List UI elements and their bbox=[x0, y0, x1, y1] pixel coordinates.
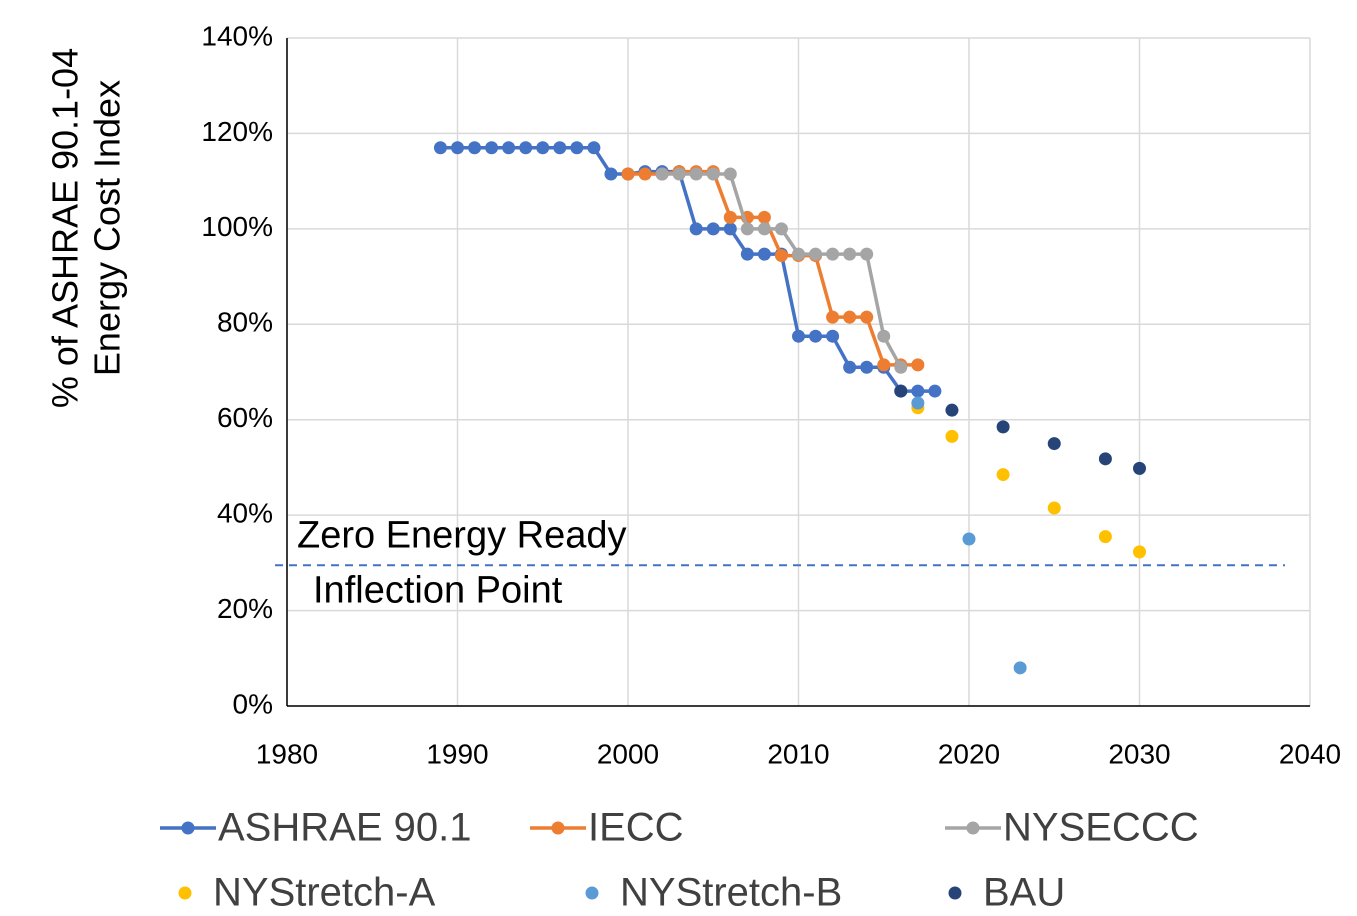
data-point bbox=[877, 329, 891, 343]
data-point bbox=[723, 167, 737, 181]
data-point bbox=[672, 167, 686, 181]
data-point bbox=[706, 167, 720, 181]
data-point bbox=[689, 222, 703, 236]
legend-label: IECC bbox=[588, 806, 684, 850]
data-point bbox=[860, 310, 874, 324]
legend-label: NYSECCC bbox=[1003, 806, 1199, 850]
y-tick-label: 80% bbox=[217, 307, 273, 338]
data-point bbox=[502, 141, 516, 155]
data-point bbox=[604, 167, 618, 181]
data-point bbox=[1133, 461, 1146, 475]
data-point bbox=[894, 360, 908, 374]
legend-marker bbox=[181, 821, 195, 835]
data-point bbox=[519, 141, 533, 155]
data-point bbox=[826, 310, 840, 324]
data-point bbox=[1133, 545, 1146, 559]
annotation: Inflection Point bbox=[313, 569, 563, 611]
data-point bbox=[792, 247, 805, 261]
legend-label: ASHRAE 90.1 bbox=[218, 806, 471, 850]
x-tick-label: 2030 bbox=[1108, 738, 1170, 769]
data-point bbox=[809, 247, 823, 261]
data-point bbox=[757, 222, 771, 236]
legend-marker bbox=[585, 886, 599, 900]
data-point bbox=[553, 141, 567, 155]
data-point bbox=[1013, 661, 1027, 675]
annotation: Zero Energy Ready bbox=[297, 514, 627, 556]
data-point bbox=[945, 429, 959, 443]
data-point bbox=[894, 384, 908, 398]
data-point bbox=[860, 247, 874, 261]
data-point bbox=[792, 329, 805, 343]
data-point bbox=[433, 141, 447, 155]
series-line bbox=[628, 169, 918, 367]
x-tick-label: 2020 bbox=[938, 738, 1000, 769]
data-point bbox=[723, 222, 737, 236]
data-point bbox=[740, 222, 754, 236]
y-axis-title: Energy Cost Index bbox=[87, 80, 128, 376]
data-point bbox=[843, 247, 857, 261]
data-point bbox=[757, 247, 771, 261]
data-point bbox=[723, 210, 737, 224]
x-tick-label: 1980 bbox=[256, 738, 318, 769]
series-line bbox=[662, 172, 903, 369]
data-point bbox=[621, 167, 635, 181]
data-point bbox=[911, 358, 925, 372]
legend-label: BAU bbox=[983, 871, 1065, 915]
data-point bbox=[774, 249, 788, 263]
data-point bbox=[757, 210, 771, 224]
x-tick-label: 2010 bbox=[767, 738, 829, 769]
data-point bbox=[809, 329, 823, 343]
data-point bbox=[860, 360, 874, 374]
legend-marker bbox=[966, 821, 980, 835]
data-point bbox=[928, 384, 942, 398]
data-point bbox=[911, 384, 925, 398]
legend-marker bbox=[551, 821, 565, 835]
data-point bbox=[1098, 452, 1112, 466]
data-point bbox=[962, 532, 976, 546]
data-point bbox=[911, 396, 925, 410]
y-tick-label: 60% bbox=[217, 402, 273, 433]
x-tick-label: 2000 bbox=[597, 738, 659, 769]
data-point bbox=[451, 141, 464, 155]
data-point bbox=[1047, 437, 1061, 451]
y-tick-label: 140% bbox=[201, 20, 273, 51]
x-tick-label: 1990 bbox=[426, 738, 488, 769]
data-point bbox=[826, 247, 840, 261]
y-tick-label: 0% bbox=[233, 688, 273, 719]
y-axis-title: % of ASHRAE 90.1-04 bbox=[45, 48, 86, 408]
data-point bbox=[689, 167, 703, 181]
legend-label: NYStretch-B bbox=[620, 871, 842, 915]
data-point bbox=[774, 222, 788, 236]
data-point bbox=[996, 420, 1010, 434]
data-point bbox=[945, 403, 959, 417]
legend-marker bbox=[948, 886, 962, 900]
data-point bbox=[468, 141, 482, 155]
data-point bbox=[638, 167, 652, 181]
y-tick-label: 20% bbox=[217, 593, 273, 624]
series-line bbox=[440, 145, 935, 393]
data-point bbox=[587, 141, 601, 155]
data-point bbox=[1047, 501, 1061, 515]
y-tick-label: 120% bbox=[201, 116, 273, 147]
data-point bbox=[996, 468, 1010, 482]
data-point bbox=[570, 141, 584, 155]
data-point bbox=[1098, 530, 1112, 544]
data-point bbox=[740, 247, 754, 261]
data-point bbox=[485, 141, 499, 155]
data-point bbox=[706, 222, 720, 236]
data-point bbox=[826, 329, 840, 343]
legend-label: NYStretch-A bbox=[213, 871, 436, 915]
y-tick-label: 40% bbox=[217, 498, 273, 529]
y-tick-label: 100% bbox=[201, 211, 273, 242]
data-point bbox=[536, 141, 550, 155]
x-tick-label: 2040 bbox=[1279, 738, 1341, 769]
data-point bbox=[877, 358, 891, 372]
legend-marker bbox=[178, 886, 192, 900]
data-point bbox=[843, 310, 857, 324]
data-point bbox=[655, 167, 669, 181]
data-point bbox=[843, 360, 857, 374]
